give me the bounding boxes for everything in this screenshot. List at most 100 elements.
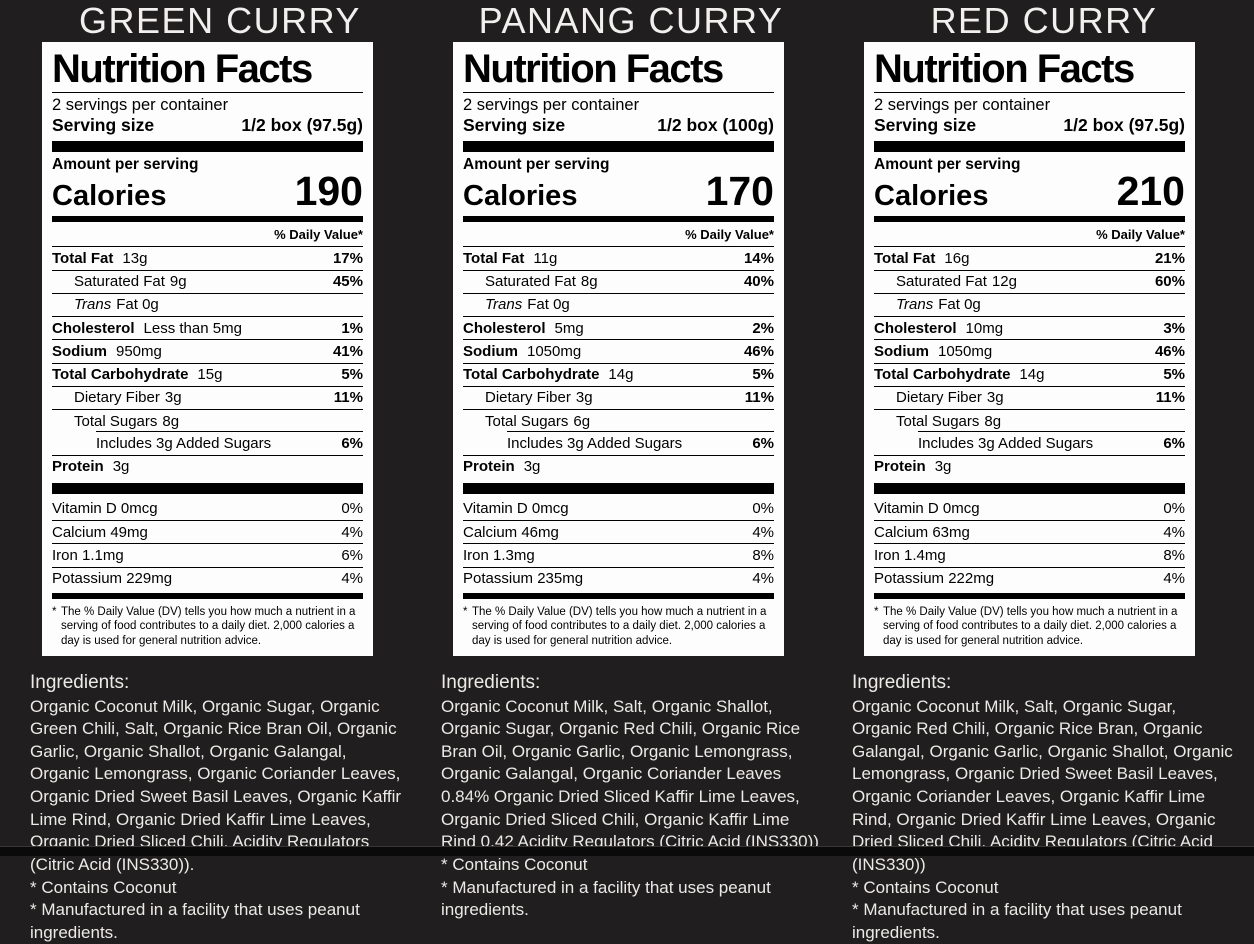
nutrient-name-and-amount: Includes 3g Added Sugars — [96, 435, 271, 452]
nutrient-name: Trans — [896, 296, 934, 314]
nutrient-rows: Total Fat 13g 17% Saturated Fat 9g 45% Trans Fa… — [52, 247, 363, 478]
amount-per-serving-label: Amount per serving — [874, 156, 1021, 174]
footnote-asterisk: * — [874, 605, 879, 618]
nutrient-name-and-amount: Total Fat 16g — [874, 250, 969, 267]
nutrient-row: Trans Fat 0g — [874, 294, 1185, 318]
nutrient-name-and-amount: Vitamin D 0mcg — [874, 500, 980, 517]
nutrient-name-and-amount: Total Carbohydrate 14g — [463, 366, 633, 383]
serving-size-label: Serving size — [874, 115, 977, 136]
daily-value-header: % Daily Value* — [874, 224, 1185, 248]
nutrient-rows: Total Fat 16g 21% Saturated Fat 12g 60% Trans F… — [874, 247, 1185, 478]
nutrient-amount: Fat 0g — [938, 296, 981, 314]
nutrient-name-and-amount: Protein 3g — [874, 458, 951, 475]
nutrient-name-and-amount: Iron 1.3mg — [463, 547, 535, 564]
ingredients-section: Ingredients: Organic Coconut Milk, Salt,… — [441, 671, 821, 922]
nutrient-name: Sodium — [52, 342, 107, 360]
divider-bar-thick — [463, 141, 774, 153]
nutrient-name: Dietary Fiber — [485, 389, 571, 407]
vitamin-rows: Vitamin D 0mcg 0% Calcium 63mg 4% Iron 1.4mg… — [874, 498, 1185, 590]
nutrient-name-and-amount: Total Carbohydrate 14g — [874, 366, 1044, 383]
nutrient-name: Total Fat — [52, 249, 114, 267]
nutrition-facts-label: Nutrition Facts 2 servings per container… — [864, 42, 1195, 656]
nutrient-name: Calcium 46mg — [463, 523, 559, 541]
nutrient-amount: 6g — [573, 412, 591, 430]
nutrient-row: Cholesterol 5mg 2% — [463, 317, 774, 341]
daily-value-percent: 40% — [743, 273, 774, 291]
nutrient-row: Cholesterol 10mg 3% — [874, 317, 1185, 341]
nutrient-amount: 9g — [169, 273, 187, 291]
nutrient-row: Dietary Fiber 3g 11% — [52, 387, 363, 411]
calories-label: Calories — [52, 180, 167, 213]
serving-size-value: 1/2 box (100g) — [657, 115, 774, 136]
daily-value-header: % Daily Value* — [52, 224, 363, 248]
nutrient-name-and-amount: Total Sugars 8g — [896, 413, 1001, 430]
nutrient-name: Calcium 63mg — [874, 523, 970, 541]
ingredients-heading: Ingredients: — [30, 671, 130, 693]
daily-value-percent: 5% — [341, 366, 363, 384]
nutrient-name: Trans — [74, 296, 112, 314]
nutrient-name-and-amount: Trans Fat 0g — [896, 296, 981, 313]
nutrient-name-and-amount: Total Fat 11g — [463, 250, 557, 267]
nutrient-name-and-amount: Vitamin D 0mcg — [52, 500, 158, 517]
serving-size-label: Serving size — [52, 115, 155, 136]
product-column-green-curry: GREEN CURRY Nutrition Facts 2 servings p… — [30, 2, 410, 944]
nutrient-name-and-amount: Protein 3g — [463, 458, 540, 475]
nutrient-row: Sodium 1050mg 46% — [874, 340, 1185, 364]
facility-note: * Manufactured in a facility that uses p… — [852, 900, 1182, 942]
daily-value-footnote: * The % Daily Value (DV) tells you how m… — [463, 601, 774, 648]
nutrient-name: Calcium 49mg — [52, 523, 148, 541]
product-column-red-curry: RED CURRY Nutrition Facts 2 servings per… — [852, 2, 1236, 944]
daily-value-percent: 6% — [341, 546, 363, 564]
daily-value-percent: 4% — [1163, 570, 1185, 588]
daily-value-percent: 3% — [1163, 319, 1185, 337]
divider-bar-medium — [874, 216, 1185, 223]
nutrient-row: Total Sugars 8g — [874, 410, 1185, 433]
nutrient-row: Potassium 222mg 4% — [874, 568, 1185, 590]
calories-value: 170 — [705, 168, 774, 215]
nutrient-amount: 10mg — [965, 319, 1004, 337]
nutrient-amount: 14g — [1019, 366, 1045, 384]
nutrient-row: Saturated Fat 9g 45% — [52, 271, 363, 294]
nutrient-amount: 3g — [164, 389, 182, 407]
daily-value-percent: 46% — [743, 342, 774, 360]
nutrient-row: Calcium 49mg 4% — [52, 521, 363, 545]
nutrient-row: Saturated Fat 12g 60% — [874, 271, 1185, 294]
facility-note: * Manufactured in a facility that uses p… — [441, 877, 771, 920]
nutrient-name: Total Fat — [463, 249, 525, 267]
nutrient-name: Cholesterol — [874, 319, 957, 337]
nutrient-name: Saturated Fat — [485, 273, 576, 291]
nutrient-name-and-amount: Potassium 229mg — [52, 570, 172, 587]
nutrient-name-and-amount: Total Sugars 8g — [74, 413, 179, 430]
divider-bar-medium — [463, 592, 774, 599]
nutrient-name-and-amount: Includes 3g Added Sugars — [918, 435, 1093, 452]
nutrient-amount: 15g — [197, 366, 223, 384]
nutrient-amount: 3g — [986, 389, 1004, 407]
nutrient-name-and-amount: Saturated Fat 9g — [74, 273, 187, 290]
nutrient-rows: Total Fat 11g 14% Saturated Fat 8g 40% Trans Fa… — [463, 247, 774, 478]
nutrient-name-and-amount: Dietary Fiber 3g — [74, 389, 182, 406]
daily-value-percent: 5% — [752, 366, 774, 384]
nutrient-name-and-amount: Calcium 46mg — [463, 524, 559, 541]
nutrient-name-and-amount: Total Carbohydrate 15g — [52, 366, 222, 383]
divider-bar-thick — [874, 141, 1185, 153]
nutrition-facts-heading: Nutrition Facts — [52, 49, 363, 93]
daily-value-percent: 11% — [1155, 389, 1185, 407]
product-title: RED CURRY — [930, 0, 1158, 41]
nutrient-name: Cholesterol — [52, 319, 135, 337]
nutrient-row: Total Sugars 8g — [52, 410, 363, 433]
nutrient-amount: Less than 5mg — [143, 319, 242, 337]
nutrient-name-and-amount: Total Fat 13g — [52, 250, 147, 267]
servings-per-container: 2 servings per container — [874, 96, 1051, 114]
facility-note: * Manufactured in a facility that uses p… — [30, 900, 360, 942]
nutrient-name-and-amount: Iron 1.1mg — [52, 547, 124, 564]
nutrient-amount: 5mg — [554, 319, 584, 337]
calories-value: 210 — [1116, 168, 1185, 215]
daily-value-percent: 6% — [752, 434, 774, 452]
nutrient-row: Potassium 235mg 4% — [463, 568, 774, 590]
nutrient-name-and-amount: Potassium 235mg — [463, 570, 583, 587]
daily-value-percent: 14% — [743, 249, 774, 267]
amount-per-serving-label: Amount per serving — [463, 156, 610, 174]
servings-per-container: 2 servings per container — [463, 96, 640, 114]
nutrient-amount: 1050mg — [527, 342, 582, 360]
